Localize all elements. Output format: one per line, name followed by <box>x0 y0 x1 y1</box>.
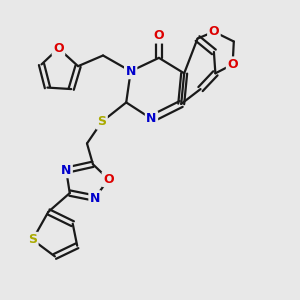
Text: N: N <box>90 192 100 205</box>
Text: N: N <box>146 112 157 125</box>
Text: O: O <box>154 29 164 42</box>
Text: N: N <box>61 164 71 177</box>
Text: N: N <box>125 65 136 78</box>
Text: O: O <box>103 172 114 186</box>
Text: S: S <box>97 115 106 128</box>
Text: S: S <box>28 233 37 246</box>
Text: O: O <box>227 58 238 71</box>
Text: O: O <box>53 42 64 55</box>
Text: O: O <box>208 25 219 38</box>
